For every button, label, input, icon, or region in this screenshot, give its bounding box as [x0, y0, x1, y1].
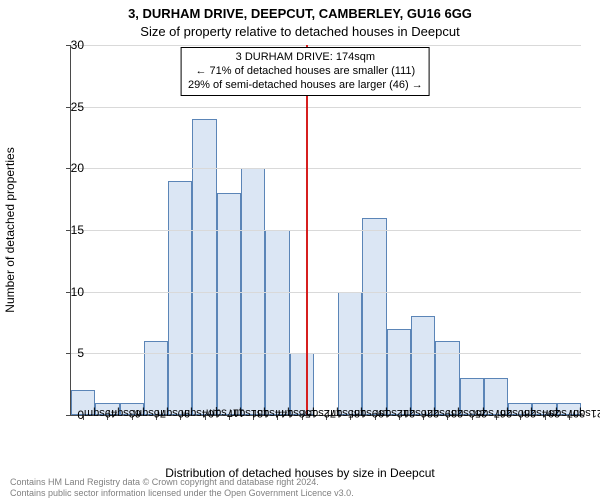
gridline — [71, 230, 581, 231]
histogram-bar — [217, 193, 241, 415]
annotation-line: 3 DURHAM DRIVE: 174sqm — [188, 51, 423, 65]
ytick-label: 15 — [44, 223, 84, 237]
gridline — [71, 45, 581, 46]
histogram-bar — [411, 316, 435, 415]
y-axis-label: Number of detached properties — [3, 147, 17, 312]
histogram-bar — [192, 119, 216, 415]
reference-line — [306, 45, 308, 415]
histogram-bar — [290, 353, 314, 415]
histogram-bar — [144, 341, 168, 415]
gridline — [71, 353, 581, 354]
gridline — [71, 107, 581, 108]
ytick-label: 0 — [44, 408, 84, 422]
ytick-label: 25 — [44, 100, 84, 114]
ytick-label: 20 — [44, 161, 84, 175]
histogram-bar — [265, 230, 289, 415]
histogram-bar — [168, 181, 192, 415]
gridline — [71, 292, 581, 293]
histogram-bar — [362, 218, 386, 415]
chart-container: 3, DURHAM DRIVE, DEEPCUT, CAMBERLEY, GU1… — [0, 0, 600, 500]
plot-area — [70, 45, 581, 416]
ytick-label: 5 — [44, 346, 84, 360]
chart-subtitle: Size of property relative to detached ho… — [0, 24, 600, 39]
gridline — [71, 168, 581, 169]
ytick-label: 10 — [44, 285, 84, 299]
annotation-line: ← 71% of detached houses are smaller (11… — [188, 65, 423, 79]
histogram-bar — [387, 329, 411, 415]
chart-title-address: 3, DURHAM DRIVE, DEEPCUT, CAMBERLEY, GU1… — [0, 6, 600, 21]
annotation-box: 3 DURHAM DRIVE: 174sqm← 71% of detached … — [181, 47, 430, 96]
annotation-line: 29% of semi-detached houses are larger (… — [188, 79, 423, 93]
attribution-line1: Contains HM Land Registry data © Crown c… — [10, 477, 354, 487]
attribution-line2: Contains public sector information licen… — [10, 488, 354, 498]
attribution-text: Contains HM Land Registry data © Crown c… — [10, 477, 354, 498]
histogram-bar — [435, 341, 459, 415]
ytick-label: 30 — [44, 38, 84, 52]
